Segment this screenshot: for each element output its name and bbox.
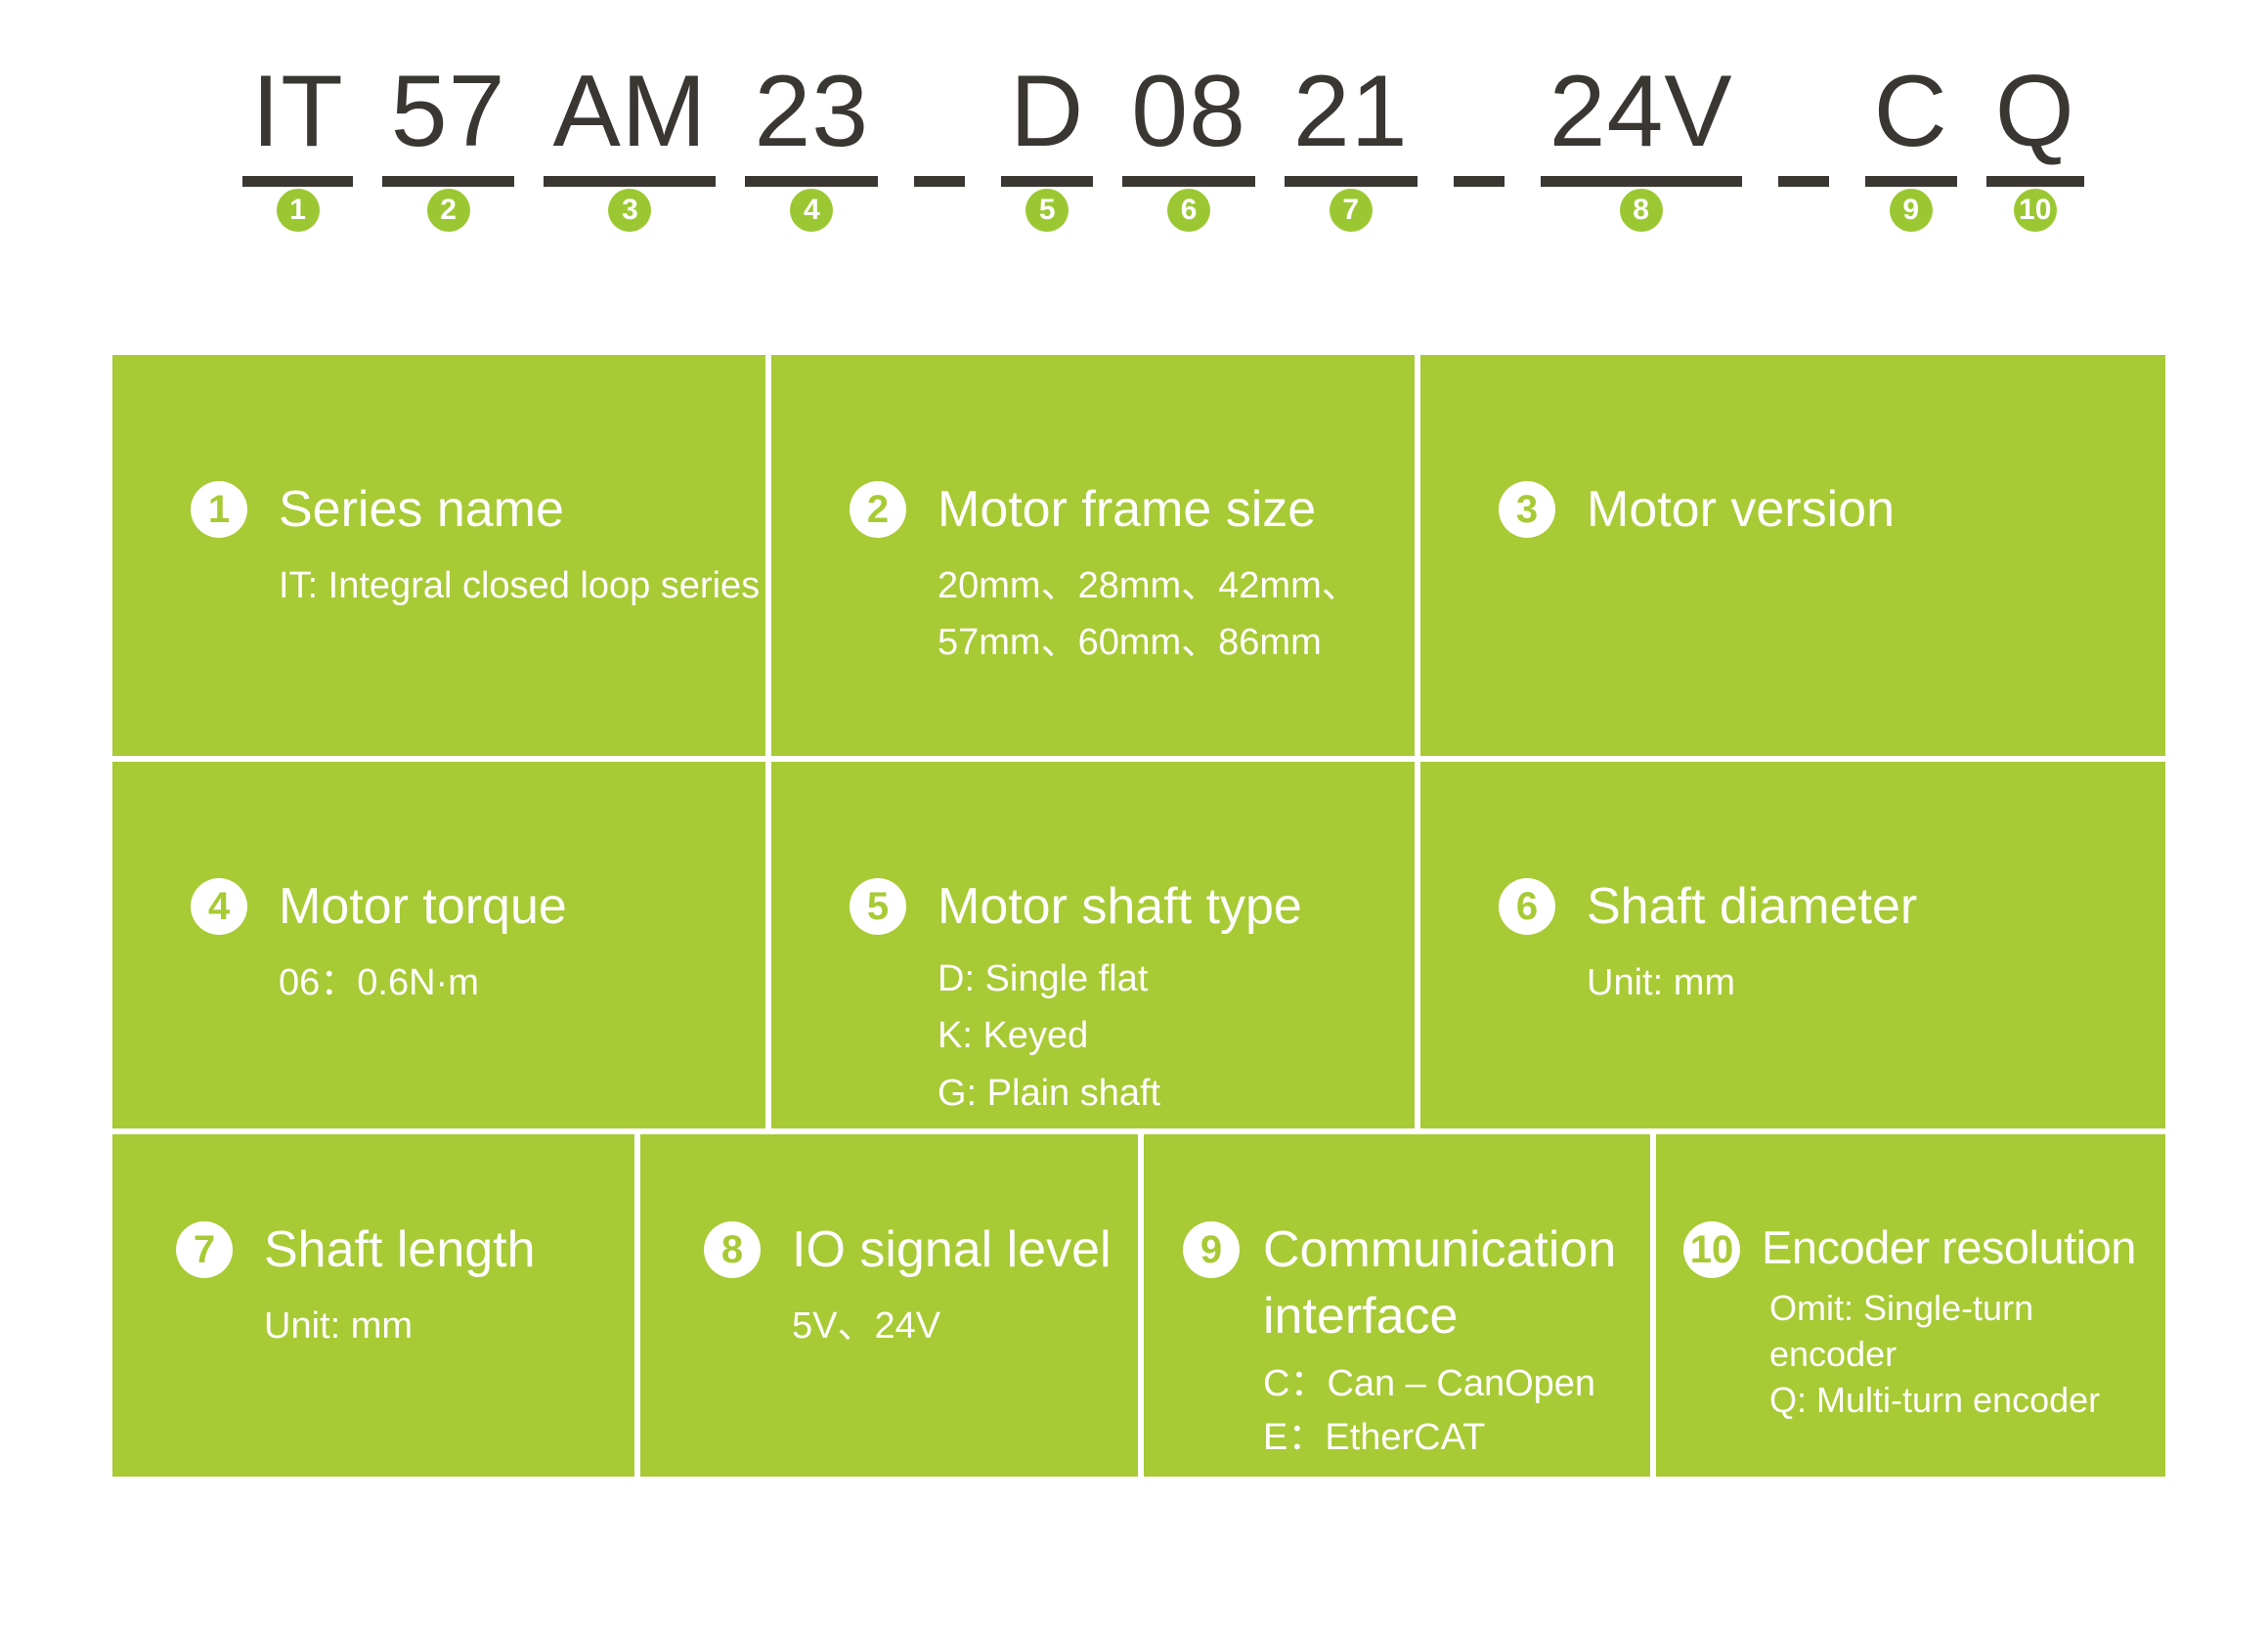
code-segment-text: C [1873, 55, 1948, 168]
legend-cell-2: 2 Motor frame size 20mm、28mm、42mm、 57mm、6… [771, 355, 1415, 756]
code-segment-number-badge: 2 [426, 189, 470, 232]
legend-cell-detail-line: 20mm、28mm、42mm、 [938, 564, 1359, 606]
legend-cell-title: Motor frame size [938, 481, 1317, 538]
legend-cell-details: Unit: mm [1587, 954, 2165, 1012]
legend-cell-details: 5V、24V [792, 1298, 1138, 1355]
code-segment: C 9 [1864, 61, 1957, 232]
legend-cell-title: Encoder resolution [1762, 1221, 2136, 1273]
legend-cell-header: 8 IO signal level [704, 1217, 1138, 1284]
code-segment: Q 10 [1985, 61, 2084, 232]
code-segment-number-badge: 1 [276, 189, 320, 232]
legend-cell-detail-line: K: Keyed [938, 1015, 1089, 1057]
code-segment: 57 2 [381, 61, 515, 232]
code-segment-text: 21 [1292, 55, 1409, 168]
code-separator-underscore [914, 176, 966, 187]
legend-cell-6: 6 Shaft diameter Unit: mm [1420, 762, 2165, 1128]
code-segment: 21 7 [1284, 61, 1418, 232]
legend-cell-detail-line: IT: Integral closed loop series [279, 564, 761, 606]
legend-cell-details: C：Can – CanOpen E：EtherCAT [1263, 1357, 1650, 1465]
legend-cell-number-badge: 2 [850, 481, 906, 538]
code-separator-underscore [1453, 176, 1505, 187]
legend-cell-header: 3 Motor version [1499, 477, 2165, 544]
legend-cell-detail-line: Q: Multi-turn encoder [1769, 1379, 2101, 1420]
code-segment-text: 08 [1131, 55, 1246, 168]
code-segment-text: IT [251, 55, 344, 168]
legend-cell-7: 7 Shaft length Unit: mm [112, 1134, 634, 1477]
legend-cell-title: Shaft diameter [1587, 878, 1918, 935]
code-segment-text: Q [1994, 55, 2075, 168]
legend-cell-number-badge: 5 [850, 878, 906, 935]
legend-cell-5: 5 Motor shaft type D: Single flat K: Keye… [771, 762, 1415, 1128]
legend-cell-title: Motor torque [279, 878, 567, 935]
legend-cell-detail-line: C：Can – CanOpen [1263, 1363, 1596, 1405]
legend-cell-details: Unit: mm [264, 1298, 634, 1355]
legend-cell-header: 10 Encoder resolution [1683, 1217, 2165, 1278]
model-code: IT 1 57 2 AM 3 23 4 D 5 08 6 21 7 24V 8 … [59, 61, 2268, 232]
code-segment-number-badge: 8 [1619, 189, 1663, 232]
code-segment-text: 57 [390, 55, 506, 168]
code-separator-underscore [1777, 176, 1829, 187]
code-segment-number-badge: 4 [790, 189, 834, 232]
legend-cell-9: 9 Communication interface C：Can – CanOpe… [1144, 1134, 1650, 1477]
legend-cell-title: Series name [279, 481, 564, 538]
code-segment-number-badge: 7 [1329, 189, 1373, 232]
legend-cell-number-badge: 3 [1499, 481, 1555, 538]
legend-cell-detail-line: D: Single flat [938, 957, 1149, 999]
code-segment: 08 6 [1122, 61, 1255, 232]
code-segment: AM 3 [544, 61, 717, 232]
code-segment-text: 23 [754, 55, 870, 168]
legend-cell-detail-line: Unit: mm [1587, 961, 1735, 1003]
code-segment-number-badge: 3 [608, 189, 652, 232]
legend-cell-header: 5 Motor shaft type [850, 874, 1415, 941]
legend-cell-3: 3 Motor version [1420, 355, 2165, 756]
code-segment-number-badge: 6 [1167, 189, 1211, 232]
legend-cell-10: 10 Encoder resolution Omit: Single-turn … [1656, 1134, 2165, 1477]
legend-cell-detail-line: 5V、24V [792, 1304, 941, 1347]
legend-cell-details: Omit: Single-turn encoder Q: Multi-turn e… [1769, 1286, 2165, 1423]
legend-cell-header: 9 Communication interface [1183, 1217, 1650, 1349]
legend-cell-number-badge: 4 [191, 878, 247, 935]
legend-cell-details: 06：0.6N·m [279, 954, 765, 1012]
code-segment-number-badge: 5 [1025, 189, 1069, 232]
legend-cell-header: 7 Shaft length [176, 1217, 634, 1284]
legend-cell-number-badge: 8 [704, 1221, 761, 1278]
legend-cell-title: Motor shaft type [938, 878, 1302, 935]
legend-cell-title: Communication interface [1263, 1221, 1617, 1345]
legend-cell-number-badge: 7 [176, 1221, 233, 1278]
code-segment-text: AM [552, 55, 708, 168]
legend-cell-details: IT: Integral closed loop series [279, 557, 765, 615]
legend-cell-title: Shaft length [264, 1221, 536, 1278]
legend-cell-detail-line: Unit: mm [264, 1304, 413, 1347]
legend-cell-number-badge: 6 [1499, 878, 1555, 935]
legend-cell-8: 8 IO signal level 5V、24V [640, 1134, 1138, 1477]
legend-cell-detail-line: Omit: Single-turn encoder [1769, 1288, 2034, 1374]
code-segment: D 5 [1001, 61, 1094, 232]
legend-cell-detail-line: E：EtherCAT [1263, 1417, 1486, 1459]
code-segment-number-badge: 9 [1889, 189, 1933, 232]
legend-cell-number-badge: 9 [1183, 1221, 1240, 1278]
legend-cell-details: 20mm、28mm、42mm、 57mm、60mm、86mm [938, 557, 1415, 673]
code-segment: 23 4 [745, 61, 879, 232]
legend-cell-title: IO signal level [792, 1221, 1112, 1278]
legend-cell-number-badge: 1 [191, 481, 247, 538]
legend-cell-details: D: Single flat K: Keyed G: Plain shaft [938, 950, 1415, 1124]
legend-cell-detail-line: 06：0.6N·m [279, 961, 479, 1003]
legend-cell-header: 6 Shaft diameter [1499, 874, 2165, 941]
legend-cell-title: Motor version [1587, 481, 1895, 538]
code-segment-number-badge: 10 [2013, 189, 2057, 232]
code-segment-text: D [1010, 55, 1085, 168]
legend-cell-4: 4 Motor torque 06：0.6N·m [112, 762, 765, 1128]
code-segment-text: 24V [1548, 55, 1733, 168]
legend-cell-detail-line: G: Plain shaft [938, 1073, 1161, 1115]
legend-cell-detail-line: 57mm、60mm、86mm [938, 622, 1322, 664]
legend-cell-header: 4 Motor torque [191, 874, 765, 941]
legend-cell-header: 2 Motor frame size [850, 477, 1415, 544]
legend-cell-number-badge: 10 [1683, 1221, 1740, 1278]
legend-cell-1: 1 Series name IT: Integral closed loop s… [112, 355, 765, 756]
legend-cell-header: 1 Series name [191, 477, 765, 544]
code-segment: 24V 8 [1540, 61, 1742, 232]
code-segment: IT 1 [242, 61, 353, 232]
